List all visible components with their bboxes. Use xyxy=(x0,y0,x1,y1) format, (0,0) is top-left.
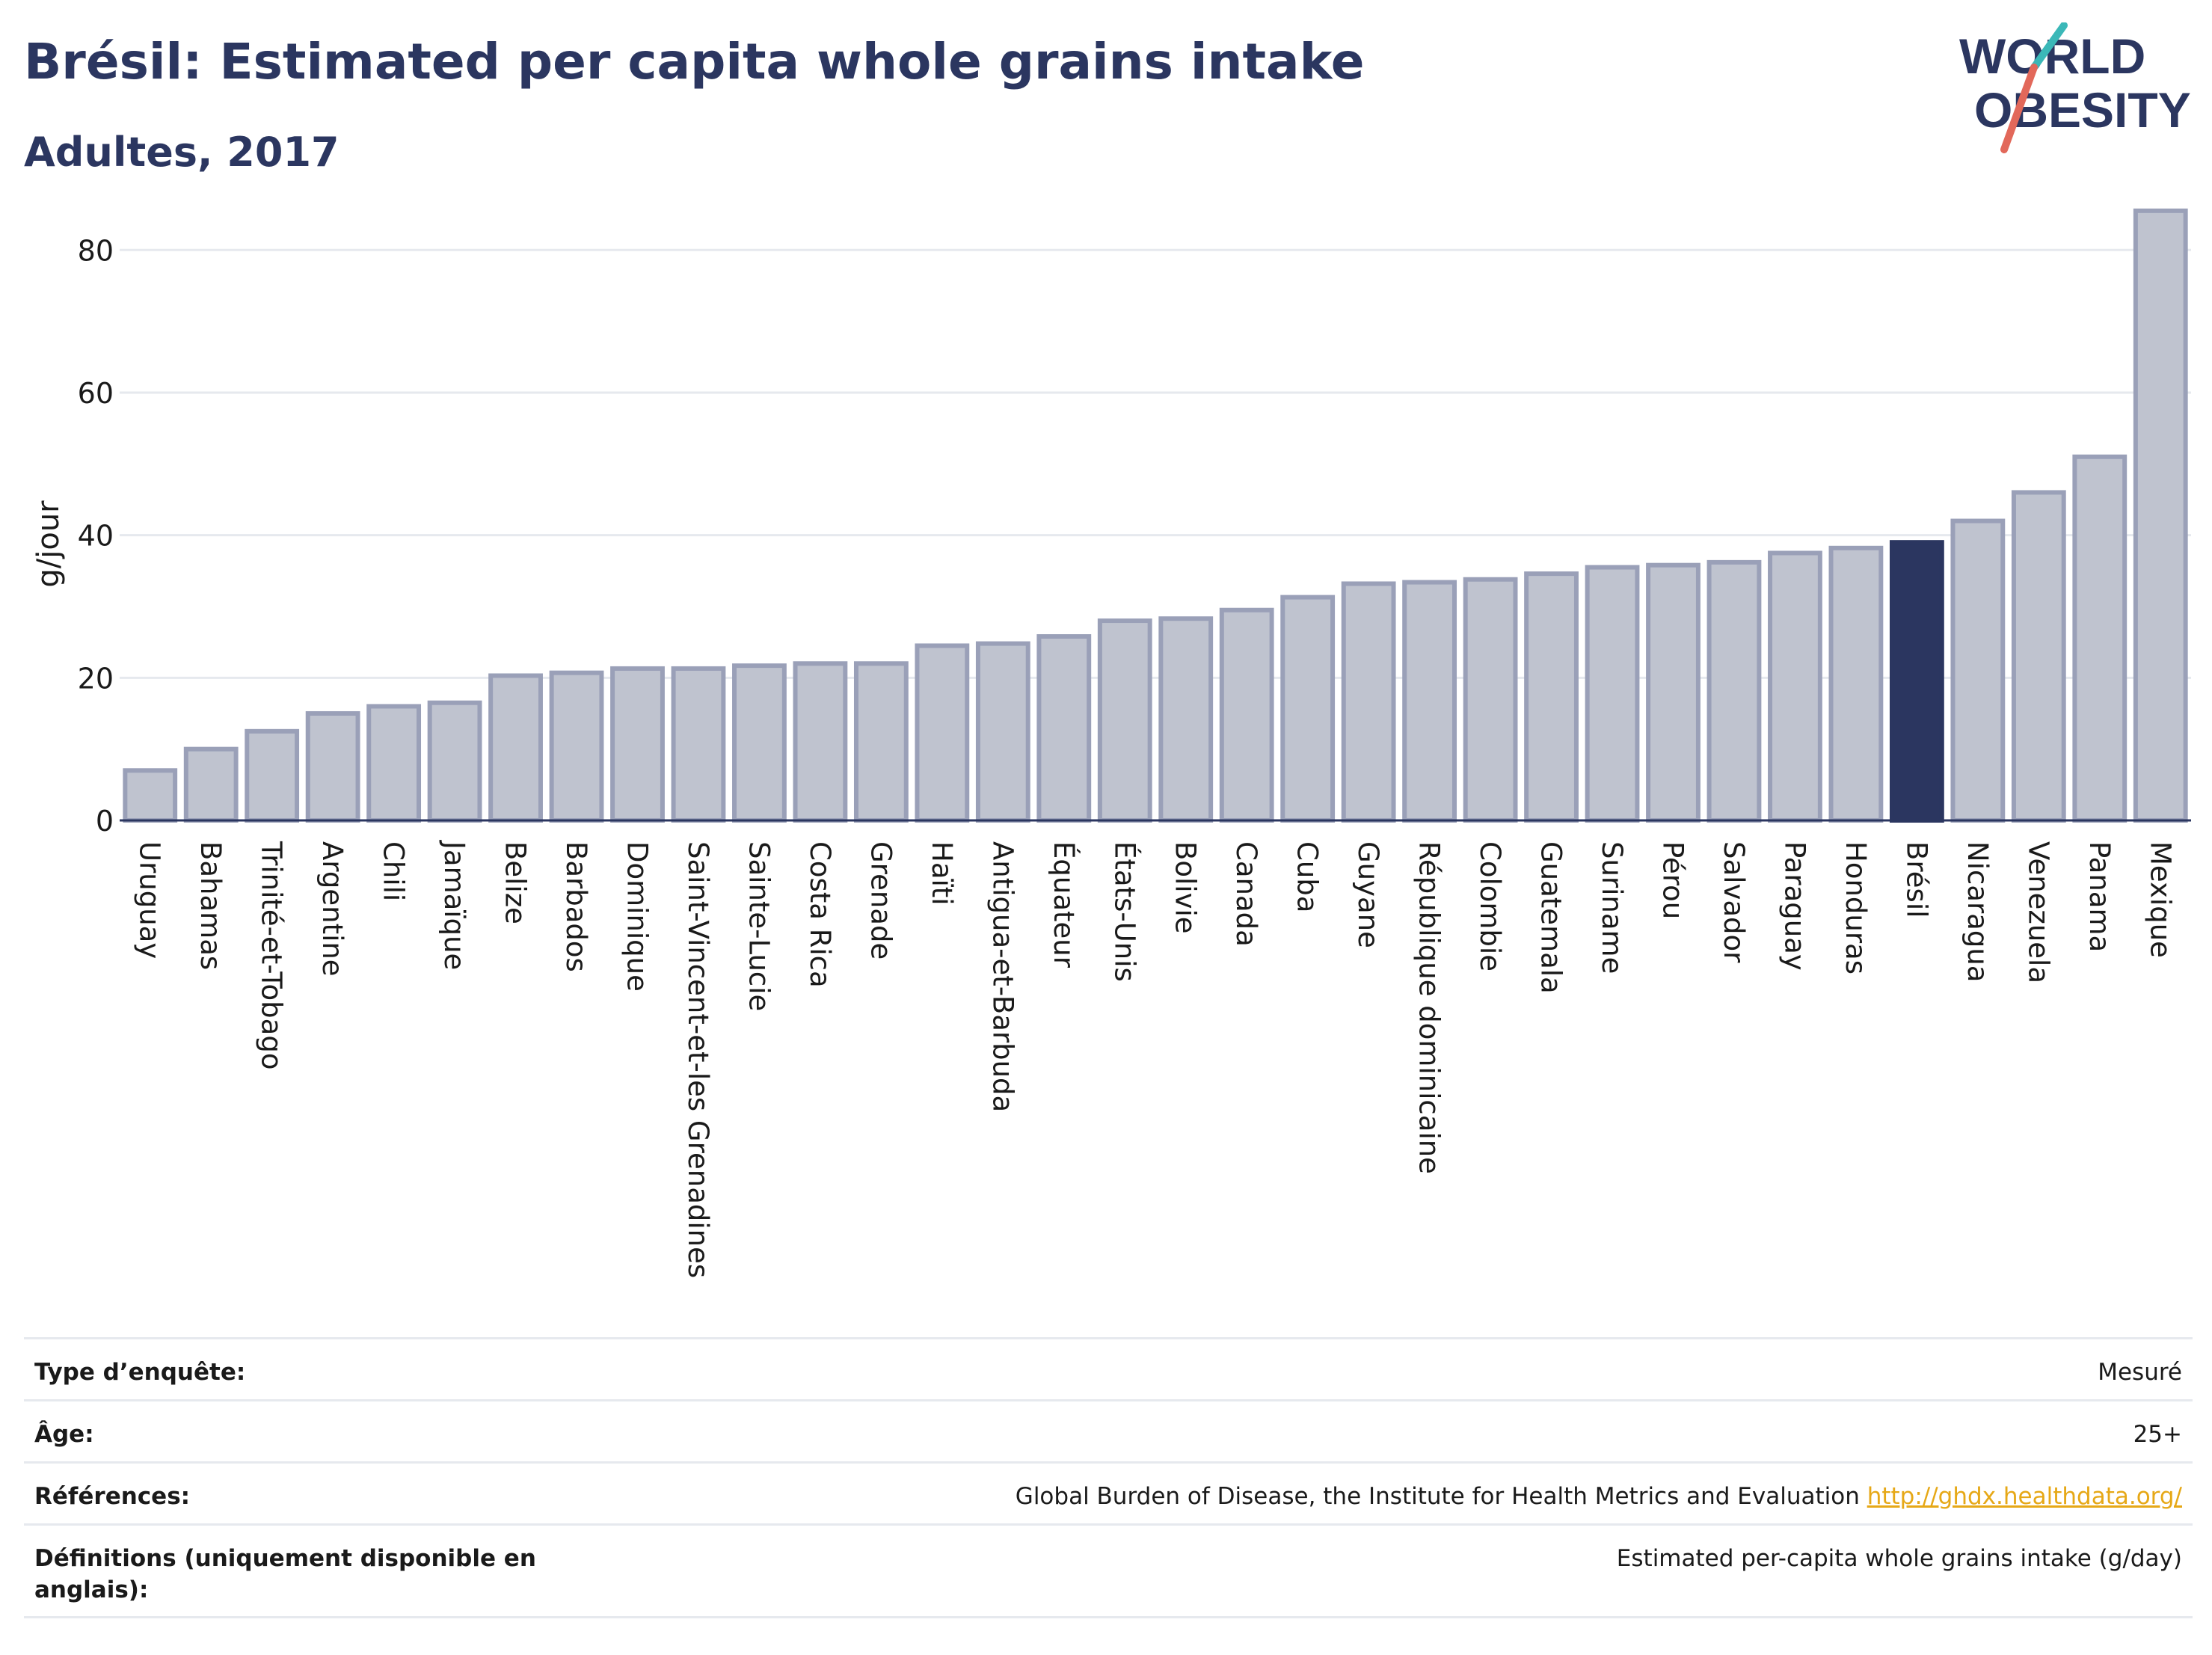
logo-coral-stroke xyxy=(2000,64,2038,153)
x-tick-label: Salvador xyxy=(1718,841,1750,963)
x-tick-label: Cuba xyxy=(1291,841,1324,912)
axes: 0 20 40 60 80 g/jour Uruguay Bahamas Trinité-et-… xyxy=(31,234,2191,1278)
x-tick-label: Sainte-Lucie xyxy=(743,841,775,1011)
x-tick-label: Argentine xyxy=(316,841,348,977)
bar[interactable] xyxy=(1280,595,1336,823)
y-tick-label: 20 xyxy=(78,662,114,695)
bar[interactable] xyxy=(975,641,1030,823)
x-tick-label: Équateur xyxy=(1048,841,1081,968)
info-value-age: 25+ xyxy=(2133,1421,2182,1448)
y-axis-label: g/jour xyxy=(31,500,66,588)
x-tick-label: Dominique xyxy=(621,841,654,992)
info-label-references: Références: xyxy=(34,1483,191,1510)
bar[interactable] xyxy=(671,666,726,823)
x-tick-label: Nicaragua xyxy=(1961,841,1994,982)
x-tick-label: Uruguay xyxy=(134,841,166,959)
bar[interactable] xyxy=(1219,607,1274,823)
info-table: Type d’enquête: Mesuré Âge: 25+ Référenc… xyxy=(24,1337,2193,1618)
bar[interactable] xyxy=(915,643,970,823)
bar[interactable] xyxy=(2133,208,2188,823)
bar[interactable] xyxy=(1950,518,2006,823)
bar-highlighted[interactable] xyxy=(1889,540,1944,823)
x-tick-label: États-Unis xyxy=(1108,841,1141,982)
x-tick-label: Saint-Vincent-et-les Grenadines xyxy=(682,841,714,1278)
x-tick-label: Honduras xyxy=(1840,841,1872,974)
references-link[interactable]: http://ghdx.healthdata.org/ xyxy=(1867,1483,2182,1510)
x-tick-label: Belize xyxy=(500,841,532,924)
x-tick-label: Canada xyxy=(1230,841,1262,947)
bar[interactable] xyxy=(427,700,482,823)
x-tick-label: Trinité-et-Tobago xyxy=(256,841,288,1069)
x-tick-label: Paraguay xyxy=(1778,841,1810,971)
references-text: Global Burden of Disease, the Institute … xyxy=(1015,1483,1860,1510)
bar-chart: 0 20 40 60 80 g/jour Uruguay Bahamas Trinité-et-… xyxy=(31,208,2191,1278)
x-tick-label: Grenade xyxy=(864,841,897,959)
y-tick-label: 0 xyxy=(96,805,114,838)
bar[interactable] xyxy=(1646,562,1701,823)
bar[interactable] xyxy=(1585,565,1640,823)
bar[interactable] xyxy=(305,710,360,823)
x-tick-label: Bahamas xyxy=(194,841,227,970)
bar[interactable] xyxy=(1158,616,1214,823)
x-tick-label: Guyane xyxy=(1352,841,1384,948)
info-label-definitions: Définitions (uniquement disponible en an… xyxy=(34,1545,536,1603)
bar[interactable] xyxy=(1341,581,1396,823)
bar[interactable] xyxy=(1097,618,1152,823)
bar[interactable] xyxy=(2072,454,2127,823)
x-tick-label: Panama xyxy=(2083,841,2116,952)
x-tick-label: République dominicaine xyxy=(1413,841,1446,1174)
x-tick-label: Chili xyxy=(378,841,410,901)
info-label-survey-type: Type d’enquête: xyxy=(34,1359,246,1386)
x-tick-label: Colombie xyxy=(1474,841,1506,971)
bar[interactable] xyxy=(123,768,178,823)
info-row-references: Références: Global Burden of Disease, th… xyxy=(24,1461,2193,1523)
info-value-definitions: Estimated per-capita whole grains intake… xyxy=(1616,1545,2182,1572)
x-tick-label: Barbados xyxy=(560,841,592,972)
y-tick-label: 60 xyxy=(78,377,114,410)
bar[interactable] xyxy=(1036,634,1092,823)
bar[interactable] xyxy=(549,670,604,823)
page-title: Brésil: Estimated per capita whole grain… xyxy=(24,33,1365,90)
info-value-survey-type: Mesuré xyxy=(2098,1359,2182,1386)
x-tick-label: Guatemala xyxy=(1535,841,1567,994)
bar[interactable] xyxy=(1828,545,1884,823)
logo-teal-stroke xyxy=(2030,22,2068,71)
x-tick-label: Pérou xyxy=(1657,841,1689,919)
page-subtitle: Adultes, 2017 xyxy=(24,129,340,176)
y-tick-label: 40 xyxy=(78,520,114,553)
bar[interactable] xyxy=(1768,550,1822,823)
bar[interactable] xyxy=(1402,580,1457,823)
bar[interactable] xyxy=(2011,490,2066,823)
x-tick-label: Venezuela xyxy=(2022,841,2054,983)
x-tick-label: Costa Rica xyxy=(804,841,836,988)
x-tick-label: Mexique xyxy=(2144,841,2176,958)
info-label-age: Âge: xyxy=(34,1421,94,1448)
x-tick-label: Suriname xyxy=(1596,841,1628,974)
bar[interactable] xyxy=(183,746,239,823)
info-value-references: Global Burden of Disease, the Institute … xyxy=(1016,1481,2182,1513)
bar[interactable] xyxy=(793,661,848,823)
bar[interactable] xyxy=(853,661,909,823)
x-tick-label: Antigua-et-Barbuda xyxy=(986,841,1019,1112)
x-tick-label: Haïti xyxy=(926,841,958,906)
x-tick-label: Jamaïque xyxy=(438,840,470,970)
info-bottom-rule xyxy=(24,1616,2193,1618)
bar[interactable] xyxy=(245,728,300,823)
bar[interactable] xyxy=(366,704,422,823)
bar[interactable] xyxy=(1706,559,1762,823)
info-row-age: Âge: 25+ xyxy=(24,1399,2193,1461)
bar[interactable] xyxy=(732,663,787,823)
bar[interactable] xyxy=(488,673,543,823)
bars xyxy=(123,208,2188,823)
bar[interactable] xyxy=(1524,571,1579,823)
x-tick-label: Bolivie xyxy=(1170,841,1202,934)
info-row-definitions: Définitions (uniquement disponible en an… xyxy=(24,1523,2193,1616)
info-row-survey-type: Type d’enquête: Mesuré xyxy=(24,1337,2193,1399)
y-tick-label: 80 xyxy=(78,234,114,267)
bar[interactable] xyxy=(1463,577,1518,823)
world-obesity-logo: WORLD OBESITY xyxy=(1959,22,2191,153)
bar[interactable] xyxy=(610,666,665,823)
x-tick-label: Brésil xyxy=(1900,841,1932,918)
